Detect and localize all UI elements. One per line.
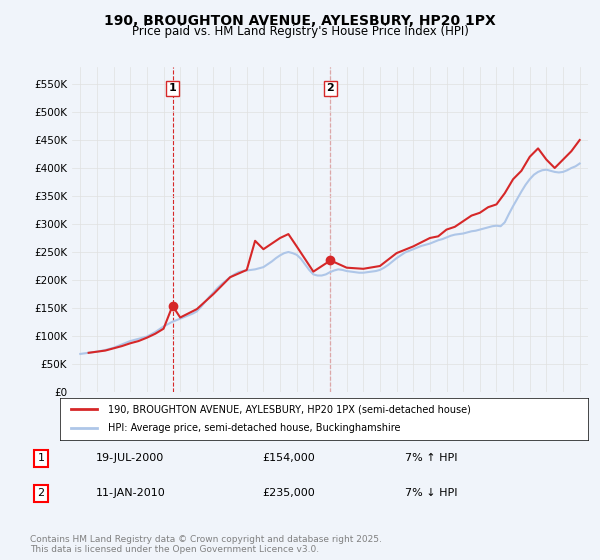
Text: 19-JUL-2000: 19-JUL-2000 — [96, 454, 164, 464]
Text: 2: 2 — [37, 488, 44, 498]
Text: 11-JAN-2010: 11-JAN-2010 — [96, 488, 166, 498]
Text: 2: 2 — [326, 83, 334, 94]
Text: £154,000: £154,000 — [262, 454, 314, 464]
Text: Price paid vs. HM Land Registry's House Price Index (HPI): Price paid vs. HM Land Registry's House … — [131, 25, 469, 38]
Text: 7% ↑ HPI: 7% ↑ HPI — [406, 454, 458, 464]
Text: HPI: Average price, semi-detached house, Buckinghamshire: HPI: Average price, semi-detached house,… — [107, 423, 400, 433]
Text: Contains HM Land Registry data © Crown copyright and database right 2025.
This d: Contains HM Land Registry data © Crown c… — [30, 535, 382, 554]
Text: 190, BROUGHTON AVENUE, AYLESBURY, HP20 1PX: 190, BROUGHTON AVENUE, AYLESBURY, HP20 1… — [104, 14, 496, 28]
Text: £235,000: £235,000 — [262, 488, 314, 498]
Text: 1: 1 — [38, 454, 44, 464]
Text: 190, BROUGHTON AVENUE, AYLESBURY, HP20 1PX (semi-detached house): 190, BROUGHTON AVENUE, AYLESBURY, HP20 1… — [107, 404, 470, 414]
Text: 1: 1 — [169, 83, 176, 94]
Text: 7% ↓ HPI: 7% ↓ HPI — [406, 488, 458, 498]
